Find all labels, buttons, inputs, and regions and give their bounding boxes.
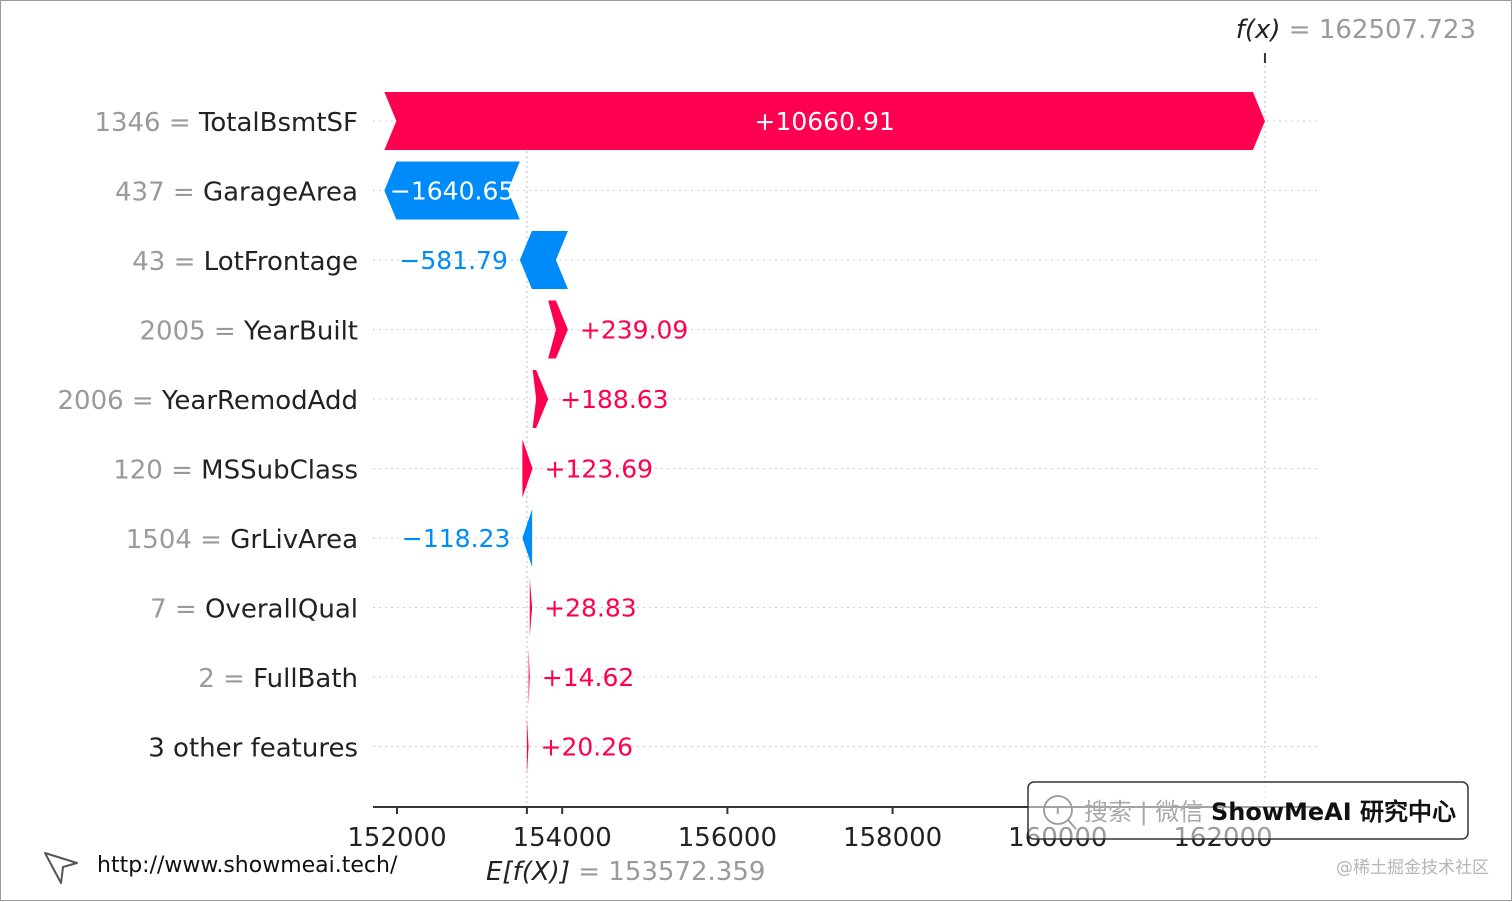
positive-bar [384,92,1265,150]
positive-bar [529,578,533,637]
feature-value: 2 = [198,664,253,694]
feature-label: 2005 = YearBuilt [140,317,359,347]
positive-bar [528,648,530,706]
base-label: E[f(X)] [486,857,570,887]
bar-value-label: +14.62 [542,663,635,692]
feature-value: 1504 = [126,525,230,555]
feature-value: 2005 = [140,317,244,347]
watermark-search-box [1027,781,1469,840]
feature-name: MSSubClass [201,456,358,486]
bar-value-label: −581.79 [399,246,507,275]
feature-label: 43 = LotFrontage [132,247,358,277]
feature-name: GarageArea [203,178,358,208]
positive-bar [526,717,529,776]
negative-bar [522,509,533,567]
bar-value-label: +123.69 [545,455,653,484]
output-value-annotation: f(x) = 162507.723 [1236,15,1476,45]
bar-value-label: +28.83 [544,594,637,623]
output-value: = 162507.723 [1281,15,1476,45]
bar-value-label: +239.09 [580,316,688,345]
feature-name: GrLivArea [230,525,358,555]
x-tick-label: 158000 [843,823,942,853]
search-icon [1043,795,1073,825]
feature-label: 1346 = TotalBsmtSF [94,108,358,138]
feature-name: OverallQual [205,595,358,625]
negative-bar [519,231,568,289]
feature-name: YearBuilt [243,317,358,347]
feature-name: 3 other features [148,734,358,764]
positive-bar [522,439,533,498]
feature-value: 2006 = [58,386,162,416]
positive-bar [532,370,549,428]
feature-name: YearRemodAdd [161,386,358,416]
bar-value-label: −1640.65 [390,177,514,206]
feature-label: 437 = GarageArea [115,178,358,208]
x-tick-label: 152000 [347,823,446,853]
bar-value-label: −118.23 [402,524,510,553]
base-value-annotation: E[f(X)] = 153572.359 [486,857,765,887]
feature-name: TotalBsmtSF [198,108,358,138]
output-label: f(x) [1236,15,1281,45]
feature-label: 120 = MSSubClass [113,456,358,486]
positive-bar [548,300,568,359]
pointer-icon [44,852,78,884]
watermark-corner: @稀土掘金技术社区 [1336,858,1489,878]
feature-name: FullBath [253,664,358,694]
x-tick-label: 154000 [513,823,612,853]
x-tick-label: 156000 [678,823,777,853]
negative-bar [384,161,520,220]
feature-label: 1504 = GrLivArea [126,525,358,555]
feature-label: 7 = OverallQual [150,595,358,625]
feature-value: 1346 = [94,108,198,138]
feature-value: 437 = [115,178,203,208]
feature-value: 7 = [150,595,205,625]
feature-value: 43 = [132,247,203,277]
watermark-url: http://www.showmeai.tech/ [97,853,398,878]
feature-label: 3 other features [148,734,358,764]
base-value: = 153572.359 [570,857,765,887]
feature-label: 2006 = YearRemodAdd [58,386,359,416]
feature-name: LotFrontage [204,247,358,277]
bar-value-label: +188.63 [560,385,668,414]
watermark-search-text: 搜索 | 微信 ShowMeAI 研究中心 [1084,798,1456,826]
watermark-search-prefix: 搜索 | 微信 [1084,798,1211,826]
search-icon-handle [1067,819,1077,830]
feature-value: 120 = [113,456,201,486]
feature-label: 2 = FullBath [198,664,358,694]
watermark-brand: ShowMeAI 研究中心 [1211,798,1456,826]
bar-value-label: +20.26 [541,733,634,762]
bar-value-label: +10660.91 [755,107,895,136]
